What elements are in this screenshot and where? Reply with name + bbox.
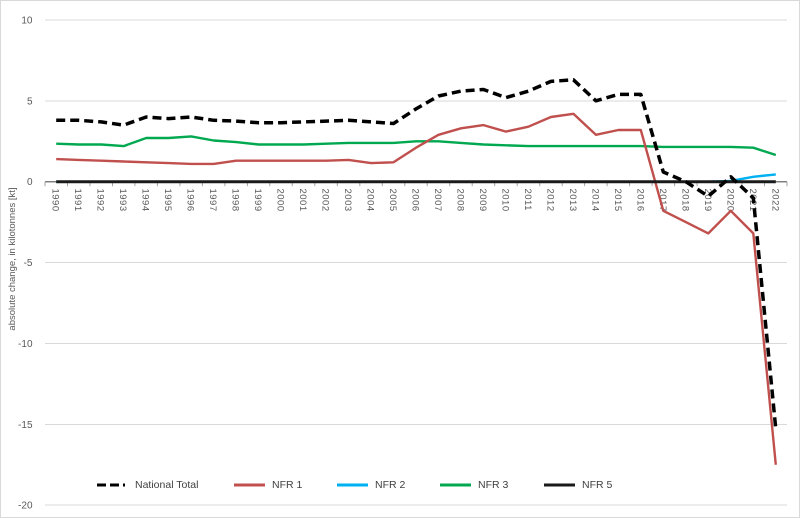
x-axis-label: 1999 — [252, 189, 263, 212]
y-axis-tick-label: 5 — [27, 96, 33, 107]
x-axis-label: 1996 — [185, 189, 196, 212]
y-axis-title: absolute change, in kilotonnes [kt] — [7, 187, 18, 330]
legend-marker-national-total — [97, 483, 128, 487]
legend-item-nfr-3: NFR 3 — [439, 477, 508, 493]
series-line-nfr-1 — [56, 112, 777, 465]
y-axis: 10 5 0 -5 -10 -15 -20 absolute change, in kilot… — [7, 16, 33, 512]
x-axis-label: 2001 — [297, 189, 308, 212]
x-axis-label: 2003 — [342, 189, 353, 212]
x-axis-label: 1993 — [117, 189, 128, 212]
x-axis-label: 1994 — [140, 189, 151, 212]
x-axis-label: 1997 — [207, 189, 218, 212]
legend-item-nfr-1: NFR 1 — [233, 477, 302, 493]
x-axis-label: 2009 — [477, 189, 488, 212]
x-axis-label: 2010 — [499, 189, 510, 212]
x-axis-label: 1998 — [230, 189, 241, 212]
gridlines — [45, 19, 787, 506]
x-axis-label: 2019 — [702, 189, 713, 212]
y-axis-tick-label: 0 — [27, 177, 33, 188]
legend-item-nfr-5: NFR 5 — [543, 477, 612, 493]
x-axis-label: 2013 — [567, 189, 578, 212]
series-line-national-total — [56, 78, 778, 430]
x-axis-label: 2002 — [320, 189, 331, 212]
x-axis-label: 2020 — [724, 189, 735, 212]
legend-marker-nfr-3 — [440, 483, 471, 487]
x-axis-label: 2000 — [275, 189, 286, 212]
x-axis-label: 1992 — [95, 189, 106, 212]
y-axis-tick-label: -5 — [24, 258, 33, 269]
y-axis-tick-label: -20 — [18, 501, 33, 512]
legend-marker-nfr-1 — [234, 483, 265, 487]
x-axis-label: 2015 — [612, 189, 623, 212]
legend-marker-nfr-5 — [544, 483, 575, 487]
x-axis-label: 1990 — [50, 189, 61, 212]
legend-label-nfr-5: NFR 5 — [582, 479, 613, 491]
y-axis-tick-label: -15 — [18, 420, 33, 431]
y-axis-tick-label: -10 — [18, 339, 33, 350]
x-axis-label: 2006 — [410, 189, 421, 212]
x-axis-label: 2012 — [544, 189, 555, 212]
x-axis: 1990 1991 1992 1993 1994 1995 1996 1997 1998 1999… — [44, 181, 788, 212]
chart-legend: National Total NFR 1 NFR 2 NFR 3 NFR 5 — [1, 477, 799, 497]
x-axis-label: 2007 — [432, 189, 443, 212]
series-lines — [56, 78, 778, 465]
x-axis-label: 2022 — [769, 189, 780, 212]
x-axis-label: 2005 — [387, 189, 398, 212]
legend-label-national-total: National Total — [135, 479, 199, 491]
legend-label-nfr-3: NFR 3 — [478, 479, 509, 491]
x-axis-label: 2014 — [589, 189, 600, 212]
x-axis-label: 1995 — [162, 189, 173, 212]
x-axis-label: 2018 — [679, 189, 690, 212]
series-line-nfr-3 — [56, 135, 777, 157]
x-axis-label: 2011 — [522, 189, 533, 211]
x-axis-label: 2008 — [455, 189, 466, 212]
legend-label-nfr-2: NFR 2 — [375, 479, 406, 491]
x-axis-label: 2016 — [634, 189, 645, 212]
y-axis-tick-label: 10 — [21, 16, 33, 27]
legend-label-nfr-1: NFR 1 — [272, 479, 303, 491]
x-axis-label: 1991 — [72, 189, 83, 212]
legend-marker-nfr-2 — [337, 483, 368, 487]
legend-item-national-total: National Total — [96, 477, 198, 493]
x-axis-label: 2017 — [657, 189, 668, 212]
x-axis-label: 2004 — [365, 189, 376, 212]
legend-item-nfr-2: NFR 2 — [336, 477, 405, 493]
